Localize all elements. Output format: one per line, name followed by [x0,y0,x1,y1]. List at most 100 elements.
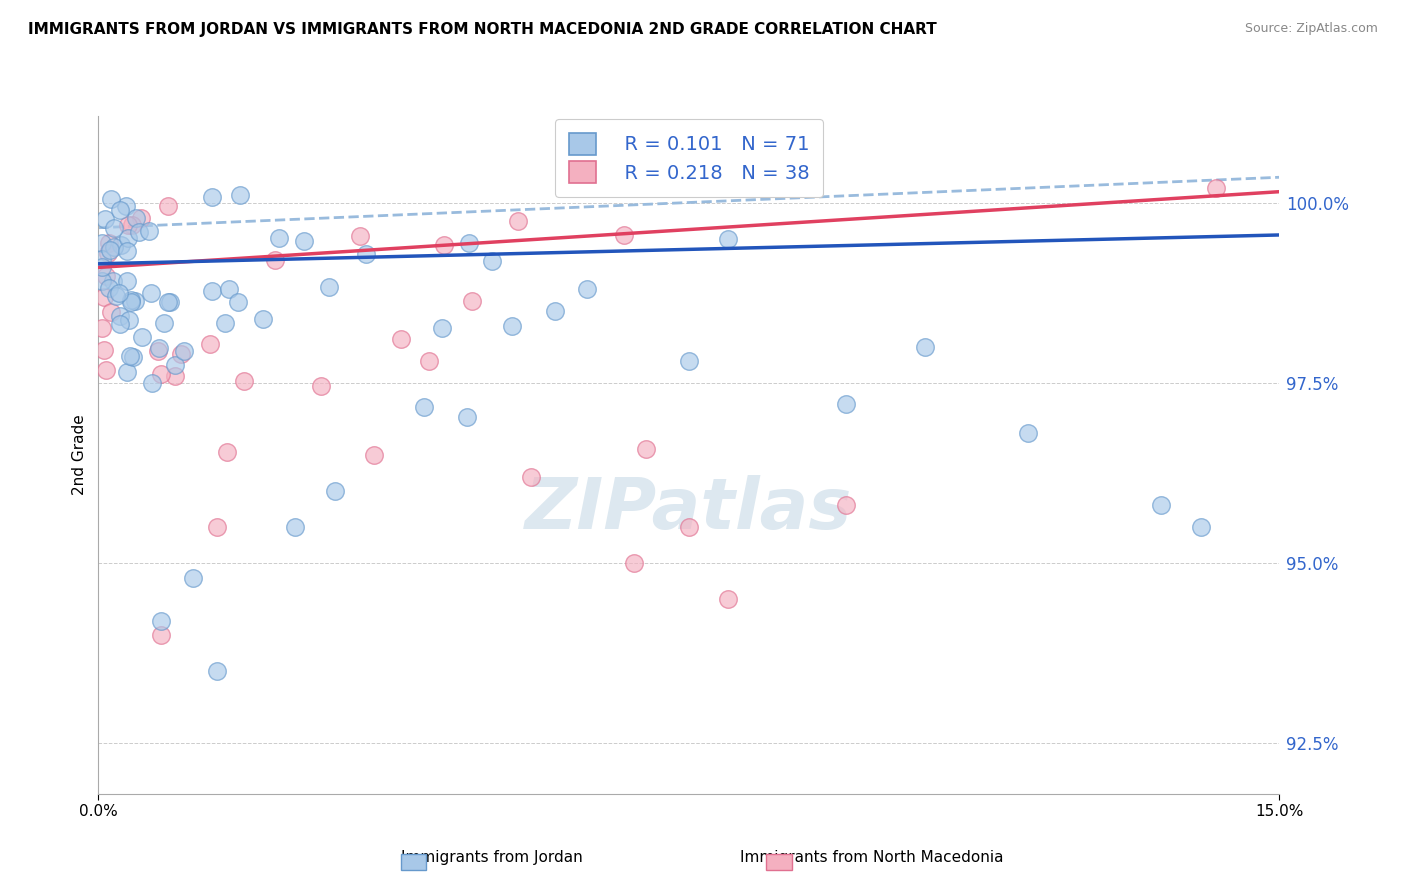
Point [214,316,236,330]
Point [110,202,132,217]
Text: Source: ZipAtlas.com: Source: ZipAtlas.com [1244,22,1378,36]
Point [501,319,523,334]
Point [678,354,700,368]
Point [284,520,307,534]
Point [120,295,142,310]
Text: IMMIGRANTS FROM JORDAN VS IMMIGRANTS FROM NORTH MACEDONIA 2ND GRADE CORRELATION : IMMIGRANTS FROM JORDAN VS IMMIGRANTS FRO… [28,22,936,37]
Point [292,234,315,248]
Point [100,192,122,206]
Point [835,499,858,513]
Point [433,238,456,252]
Point [461,293,484,308]
Point [120,349,142,363]
Point [215,445,238,459]
Point [575,282,598,296]
Point [114,199,136,213]
Point [122,351,145,365]
Legend:   R = 0.101   N = 71,   R = 0.218   N = 38: R = 0.101 N = 71, R = 0.218 N = 38 [555,119,823,197]
Point [520,469,543,483]
Point [717,231,740,245]
Point [263,253,285,268]
Point [121,219,143,233]
Point [148,343,170,358]
Point [100,305,122,319]
Point [613,227,636,242]
Point [141,376,163,390]
Point [544,303,567,318]
Point [678,520,700,534]
Point [456,410,478,425]
Point [205,520,228,534]
Point [124,293,146,308]
Point [1205,181,1227,195]
Point [93,343,115,357]
Point [181,570,204,584]
Point [93,290,115,304]
Point [432,321,454,335]
Point [229,187,252,202]
Point [252,311,274,326]
Point [418,354,440,368]
Point [356,247,378,261]
Point [200,337,222,351]
Point [173,343,195,358]
Point [228,294,250,309]
Point [323,483,346,498]
Point [91,260,114,275]
Point [1150,499,1173,513]
Point [623,556,645,570]
Point [1189,520,1212,534]
Point [150,614,173,628]
Point [120,293,142,307]
Point [150,628,173,642]
Point [103,220,125,235]
Point [110,309,132,323]
Y-axis label: 2nd Grade: 2nd Grade [72,415,87,495]
Point [159,295,181,310]
Point [148,341,170,355]
Point [98,281,121,295]
Point [91,274,114,288]
Point [508,214,530,228]
Point [232,374,254,388]
Point [94,268,117,283]
Point [309,379,332,393]
Point [115,366,138,380]
Point [97,246,120,260]
Point [205,665,228,679]
Point [131,330,153,344]
Point [97,235,120,250]
Point [413,400,436,414]
Point [103,240,125,254]
Point [103,274,125,288]
Text: Immigrants from North Macedonia: Immigrants from North Macedonia [740,850,1004,865]
Point [108,286,131,301]
Point [391,332,413,346]
Point [150,367,173,381]
Point [835,397,858,411]
Point [457,235,479,250]
Point [267,231,290,245]
Point [117,244,139,259]
Point [110,237,132,252]
Point [91,235,114,250]
Point [108,318,131,332]
Point [128,225,150,239]
Point [139,285,162,300]
Point [105,288,128,302]
Point [91,321,114,335]
Point [914,340,936,354]
Point [94,363,117,377]
Point [117,219,139,233]
Point [156,295,179,310]
Point [153,316,176,330]
Point [481,254,503,268]
Point [117,231,139,245]
Point [201,284,224,298]
Point [170,347,193,361]
Point [98,243,121,257]
Point [115,274,138,288]
Text: ZIPatlas: ZIPatlas [526,475,852,543]
Point [138,224,160,238]
Point [218,282,240,296]
